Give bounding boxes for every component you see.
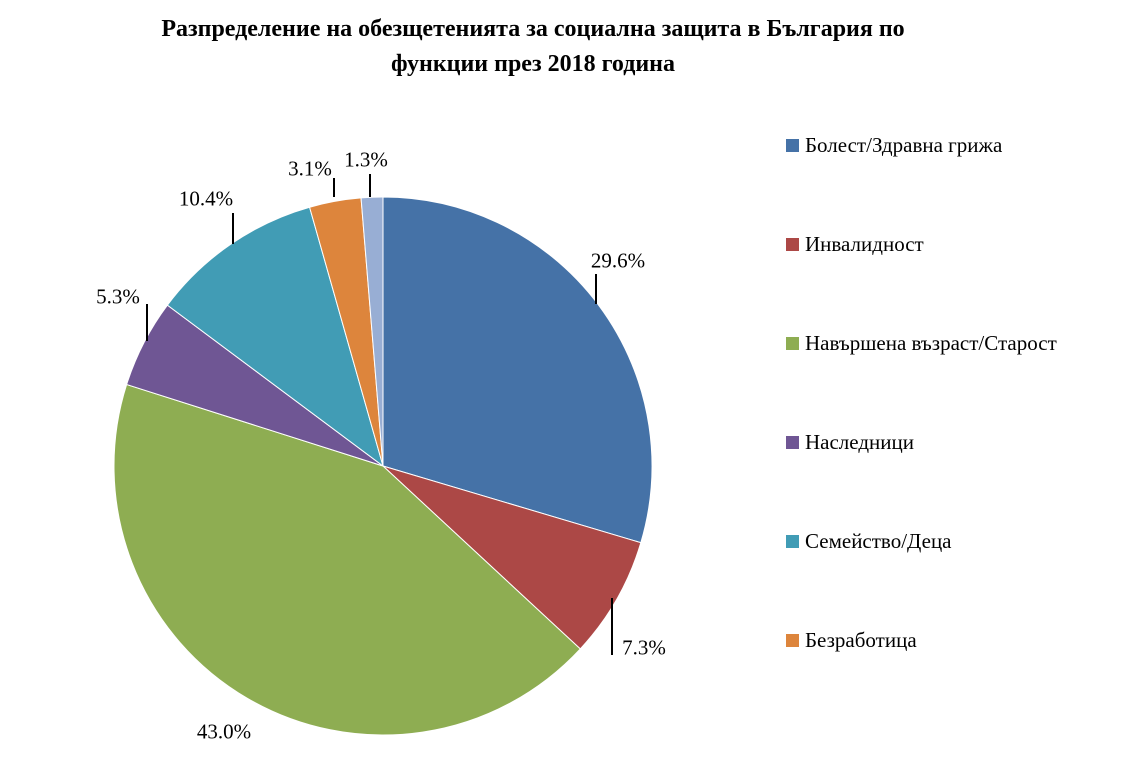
legend-swatch-icon [786,436,799,449]
chart-title-line-2: функции през 2018 година [390,51,676,77]
leader-line-family [232,213,234,244]
legend-item-2: Навършена възраст/Старост [786,330,1057,357]
slice-label-old-age: 43.0% [196,719,252,744]
slice-label-other: 1.3% [344,147,388,172]
slice-label-disability: 7.3% [622,635,666,660]
legend-item-5: Безработица [786,627,1057,654]
chart-title-line-1: Разпределение на обезщетенията за социал… [161,16,905,42]
legend-label: Наследници [805,430,914,454]
legend-swatch-icon [786,238,799,251]
pie-chart [113,196,653,736]
pie-slice-1 [382,465,642,650]
legend-label: Навършена възраст/Старост [805,331,1057,355]
legend-swatch-icon [786,337,799,350]
legend-swatch-icon [786,139,799,152]
leader-line-unemployment [333,178,335,197]
leader-line-sickness [595,274,597,304]
pie-slice-4 [166,206,384,468]
chart-legend: Болест/Здравна грижа Инвалидност Навършена… [786,132,1057,726]
slice-label-family-children: 10.4% [178,186,234,211]
slice-label-unemployment: 3.1% [288,156,332,181]
legend-item-3: Наследници [786,429,1057,456]
slice-label-survivors: 5.3% [96,284,140,309]
legend-label: Инвалидност [805,232,924,256]
pie-slice-0 [382,196,653,544]
chart-title: Разпределение на обезщетенията за социал… [0,12,1066,82]
legend-swatch-icon [786,535,799,548]
legend-label: Болест/Здравна грижа [805,133,1003,157]
slice-label-sickness-healthcare: 29.6% [590,248,646,273]
legend-item-1: Инвалидност [786,231,1057,258]
leader-line-survivors [146,304,148,341]
legend-item-4: Семейство/Деца [786,528,1057,555]
legend-swatch-icon [786,634,799,647]
leader-line-disability [611,598,613,655]
legend-label: Семейство/Деца [805,529,952,553]
pie-slice-6 [360,196,384,467]
legend-label: Безработица [805,628,917,652]
pie-slice-2 [113,383,581,736]
leader-line-other [369,174,371,197]
legend-item-0: Болест/Здравна грижа [786,132,1057,159]
